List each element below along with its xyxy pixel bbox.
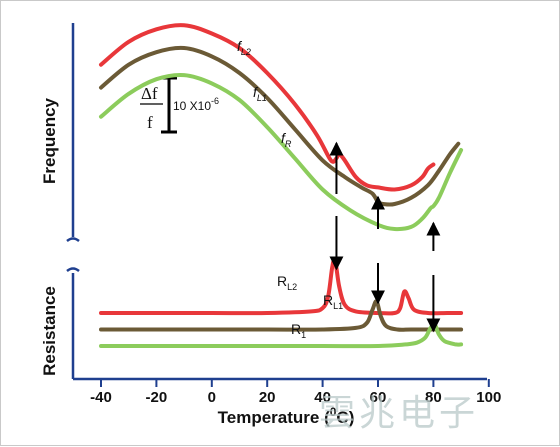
- x-tick-label: 80: [425, 389, 442, 406]
- arrows: [329, 141, 441, 333]
- watermark: 雲兆电子: [319, 393, 479, 434]
- axis-break-top: [66, 237, 80, 243]
- label-R1: R1: [291, 321, 306, 340]
- label-RL1: RL1: [323, 292, 343, 311]
- x-tick-label: -40: [90, 389, 112, 406]
- series-fR: [99, 72, 464, 232]
- series-R1: [99, 322, 464, 349]
- x-tick-label: 40: [314, 389, 331, 406]
- axis-break-bottom: [66, 267, 80, 273]
- x-tick-label: 100: [476, 389, 501, 406]
- label-fL2: fL2: [237, 38, 251, 57]
- y-axis-title-frequency: Frequency: [40, 97, 59, 184]
- x-tick-label: 0: [208, 389, 216, 406]
- scale-bar: Δf f 10 X10-6: [140, 76, 219, 134]
- series-fL1: [99, 45, 461, 207]
- scale-denominator: f: [147, 113, 153, 132]
- x-tick-label: -20: [146, 389, 168, 406]
- series-curves: [99, 23, 464, 349]
- x-axis-title: Temperature (0C): [218, 405, 355, 427]
- series-fL2: [99, 23, 436, 192]
- x-ticks: -40 -20 0 20 40 60 80 100: [90, 379, 501, 406]
- scale-numerator: Δf: [141, 84, 158, 103]
- x-tick-label: 60: [370, 389, 387, 406]
- label-fL1: fL1: [253, 84, 267, 103]
- series-labels: fL2 fL1 fR RL2 RL1 R1: [237, 38, 343, 340]
- series-RL2: [99, 256, 464, 316]
- y-axis-title-resistance: Resistance: [40, 286, 59, 376]
- label-RL2: RL2: [277, 273, 297, 292]
- series-RL1: [99, 299, 464, 332]
- scale-label: 10 X10-6: [173, 96, 219, 113]
- label-fR: fR: [281, 130, 292, 149]
- x-tick-label: 20: [259, 389, 276, 406]
